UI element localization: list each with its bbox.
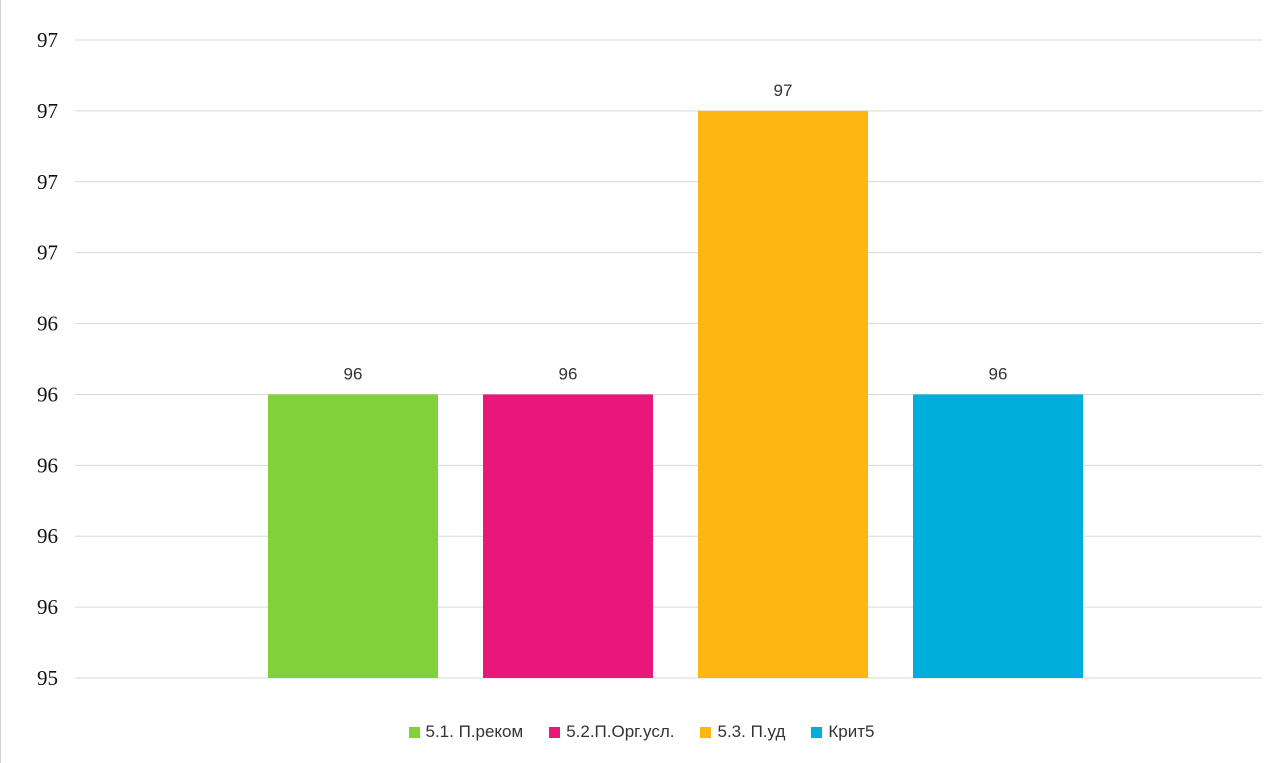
- y-axis-ticks: 95 96 96 96 96 96 97 97 97 97: [37, 28, 58, 690]
- y-tick-label: 97: [37, 241, 58, 265]
- legend-item: 5.1. П.реком: [408, 722, 524, 742]
- gridlines: [75, 39, 1262, 679]
- legend-swatch: [408, 726, 420, 738]
- y-tick-label: 97: [37, 28, 58, 52]
- legend-label: Крит5: [828, 722, 875, 741]
- legend-item: 5.2.П.Орг.усл.: [549, 722, 674, 742]
- legend-swatch: [811, 726, 823, 738]
- y-tick-label: 97: [37, 99, 58, 123]
- y-tick-label: 96: [37, 312, 58, 336]
- y-tick-label: 97: [37, 170, 58, 194]
- y-tick-label: 96: [37, 595, 58, 619]
- data-label: 96: [559, 364, 578, 383]
- bars: [268, 110, 1083, 678]
- legend-label: 5.3. П.уд: [717, 722, 786, 741]
- data-label: 97: [774, 81, 793, 100]
- data-label: 96: [344, 364, 363, 383]
- legend-item: 5.3. П.уд: [700, 722, 785, 742]
- data-labels: 96 96 97 96: [344, 81, 1008, 384]
- bar: [913, 394, 1083, 678]
- legend-item: Крит5: [811, 722, 874, 742]
- bar: [483, 394, 653, 678]
- y-tick-label: 96: [37, 453, 58, 477]
- bar: [268, 394, 438, 678]
- legend-swatch: [700, 726, 712, 738]
- y-tick-label: 96: [37, 382, 58, 406]
- data-label: 96: [989, 364, 1008, 383]
- bar: [698, 110, 868, 678]
- legend-label: 5.2.П.Орг.усл.: [566, 722, 675, 741]
- legend-label: 5.1. П.реком: [425, 722, 524, 741]
- legend: 5.1. П.реком 5.2.П.Орг.усл. 5.3. П.уд Крит5: [0, 719, 1283, 745]
- y-tick-label: 96: [37, 524, 58, 548]
- legend-swatch: [549, 726, 561, 738]
- y-tick-label: 95: [37, 666, 58, 690]
